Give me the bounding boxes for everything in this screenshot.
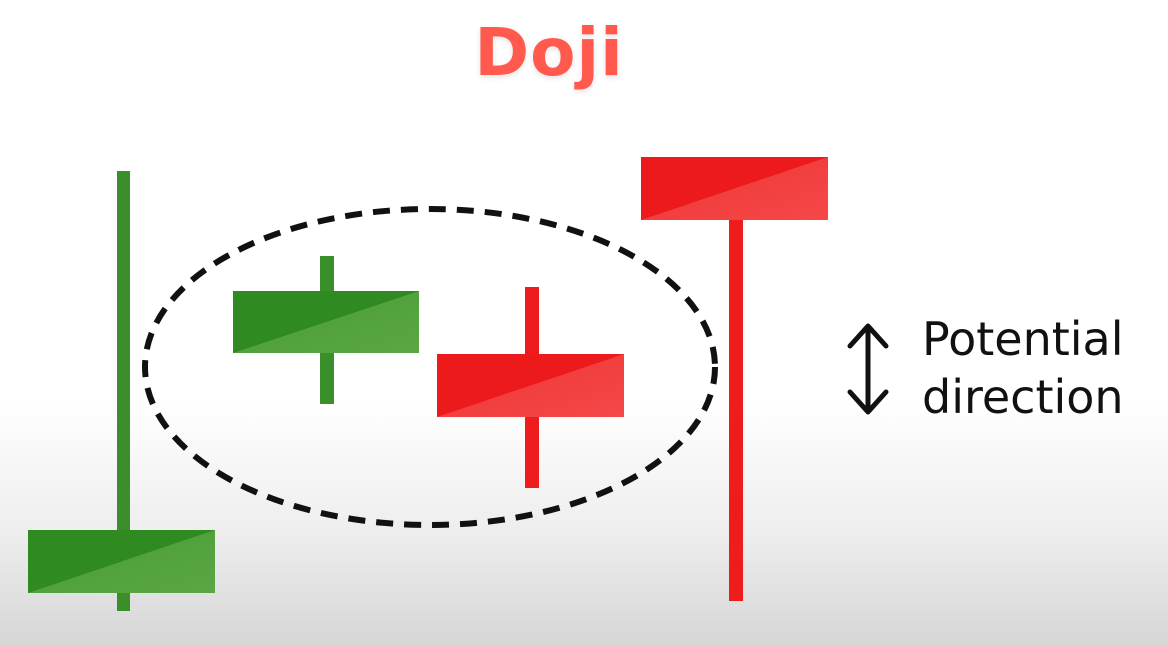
up-down-arrow-icon	[847, 323, 889, 415]
candle-wick	[117, 171, 130, 611]
candle-wick	[729, 210, 743, 601]
candle-doji-bearish	[437, 287, 624, 488]
candle-bullish-large	[28, 171, 215, 611]
candle-body	[28, 530, 215, 593]
dashed-ellipse	[142, 206, 718, 528]
potential-direction-label: Potential direction	[922, 310, 1124, 426]
label-line-1: Potential	[922, 312, 1124, 366]
diagram-title: Doji	[474, 14, 624, 91]
candle-bearish-large	[641, 157, 828, 601]
candle-body	[233, 291, 419, 353]
candle-body	[437, 354, 624, 417]
candle-doji-bullish	[233, 256, 419, 404]
label-line-2: direction	[922, 370, 1124, 424]
candle-body	[641, 157, 828, 220]
